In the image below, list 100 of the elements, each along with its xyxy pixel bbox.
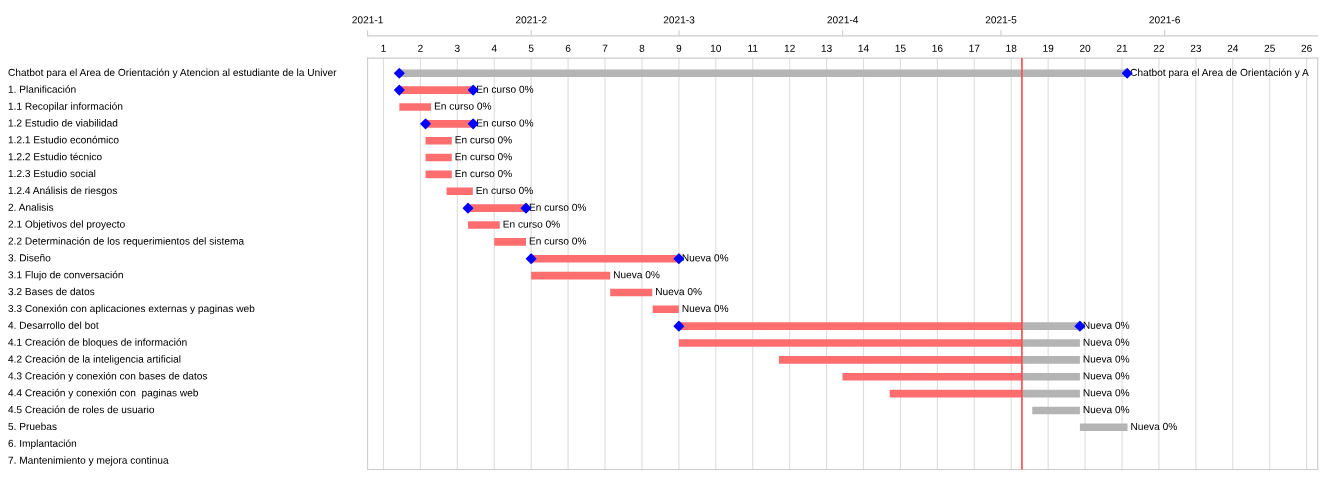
x-tick-label: 25 — [1264, 44, 1275, 52]
bar — [778, 356, 1022, 364]
data-label: Nueva 0% — [682, 254, 729, 262]
x-tick-label: 19 — [1043, 44, 1054, 52]
x2-tick-label: 2021-3 — [663, 16, 695, 24]
y-tick-label: 3.2 Bases de datos — [8, 287, 95, 296]
y-tick-label: 2.1 Objetivos del proyecto — [8, 220, 125, 230]
x-tick-label: 20 — [1079, 44, 1091, 52]
x-tick-label: 6 — [565, 44, 571, 52]
bar — [468, 221, 500, 229]
x2-tick-label: 2021-1 — [352, 16, 383, 24]
bar — [531, 254, 679, 263]
data-label: En curso 0% — [434, 102, 492, 110]
x-tick-label: 2 — [418, 44, 423, 52]
bar — [425, 136, 452, 145]
y-tick-label: 2. Analisis — [8, 203, 54, 211]
x-tick-label: 8 — [639, 44, 645, 52]
x-tick-label: 24 — [1227, 44, 1239, 52]
bar — [842, 372, 1022, 381]
bar — [425, 170, 452, 179]
x2-tick-label: 2021-6 — [1149, 16, 1180, 24]
x-tick-label: 10 — [710, 44, 722, 52]
y-tick-label: 3.3 Conexión con aplicaciones externas y paginas web — [8, 304, 255, 315]
x-tick-label: 16 — [932, 44, 943, 52]
y-tick-label: 4.1 Creación de bloques de información — [8, 338, 187, 348]
y-tick-label: 4.4 Creación y conexión con paginas web — [8, 388, 199, 399]
x-tick-label: 15 — [895, 44, 906, 52]
y-tick-label: 1.2.2 Estudio técnico — [8, 152, 102, 161]
data-label: Chatbot para el Area de Orientación y A — [1130, 68, 1309, 79]
data-label: Nueva 0% — [613, 271, 660, 279]
bar — [1032, 406, 1080, 415]
x-tick-label: 21 — [1116, 44, 1128, 52]
y-tick-label: 1.2.1 Estudio económico — [8, 135, 119, 144]
y-tick-label: 1. Planificación — [8, 85, 76, 93]
bar — [494, 238, 526, 246]
x-tick-label: 18 — [1006, 44, 1017, 52]
data-label: En curso 0% — [476, 186, 533, 194]
data-label: Nueva 0% — [1083, 389, 1130, 397]
y-tick-label: 1.2.3 Estudio social — [8, 169, 96, 178]
data-label: En curso 0% — [455, 153, 512, 161]
data-label: En curso 0% — [476, 119, 534, 127]
bar — [889, 389, 1022, 398]
x2-tick-label: 2021-5 — [985, 16, 1017, 24]
y-tick-label: 6. Implantación — [8, 439, 77, 449]
data-label: Nueva 0% — [682, 304, 729, 313]
x-tick-label: 13 — [821, 44, 832, 52]
data-label: En curso 0% — [529, 237, 587, 245]
x-tick-label: 5 — [528, 44, 534, 52]
y-tick-label: 5. Pruebas — [8, 422, 57, 431]
data-label: En curso 0% — [476, 85, 534, 93]
data-label: Nueva 0% — [656, 287, 702, 296]
y-tick-label: 1.2.4 Análisis de riesgos — [8, 186, 117, 197]
x-tick-label: 26 — [1301, 44, 1312, 52]
data-label: En curso 0% — [503, 220, 560, 228]
bar — [1021, 322, 1080, 330]
data-label: En curso 0% — [455, 169, 512, 178]
bar — [1021, 372, 1080, 381]
bar — [1021, 339, 1080, 347]
bar — [399, 103, 432, 111]
x-tick-label: 1 — [381, 44, 386, 52]
y-tick-label: 3.1 Flujo de conversación — [8, 270, 123, 281]
data-label: Nueva 0% — [1083, 372, 1130, 380]
x2-tick-label: 2021-4 — [827, 16, 859, 24]
y-tick-label: 7. Mantenimiento y mejora continua — [8, 456, 169, 466]
data-label: Nueva 0% — [1083, 321, 1130, 329]
bar — [531, 271, 611, 280]
bar — [678, 339, 1022, 347]
data-label: Nueva 0% — [1083, 338, 1130, 346]
bar — [678, 322, 1022, 330]
y-tick-label: 3. Diseño — [8, 254, 51, 262]
y-tick-label: 4.5 Creación de roles de usuario — [8, 405, 155, 414]
bar — [652, 305, 679, 314]
x-tick-label: 4 — [491, 44, 497, 52]
y-tick-label: 4. Desarrollo del bot — [8, 321, 99, 329]
x-tick-label: 3 — [454, 44, 460, 52]
y-tick-label: 2.2 Determinación de los requerimientos del sistema — [8, 237, 245, 247]
bar — [610, 288, 653, 297]
data-label: Nueva 0% — [1131, 422, 1177, 431]
x-tick-label: 9 — [676, 44, 682, 52]
data-label: Nueva 0% — [1083, 355, 1130, 363]
y-tick-label: Chatbot para el Area de Orientación y Atencion al estudiante de la Univer — [8, 68, 337, 79]
y-tick-label: 4.2 Creación de la inteligencia artificial — [8, 355, 181, 365]
bar — [1079, 423, 1128, 432]
bar — [1021, 389, 1080, 398]
x-tick-label: 23 — [1190, 44, 1202, 52]
x-tick-label: 7 — [602, 44, 608, 52]
bar — [399, 69, 1128, 78]
x-tick-label: 22 — [1153, 44, 1165, 52]
bar — [1021, 356, 1080, 364]
data-label: Nueva 0% — [1083, 406, 1130, 414]
bar — [446, 187, 473, 196]
x2-tick-label: 2021-2 — [515, 16, 547, 24]
x-tick-label: 12 — [784, 44, 795, 52]
y-tick-label: 4.3 Creación y conexión con bases de datos — [8, 371, 208, 382]
x-tick-label: 17 — [969, 44, 980, 52]
y-tick-label: 1.1 Recopilar información — [8, 102, 123, 112]
x-tick-label: 14 — [858, 44, 869, 52]
data-label: En curso 0% — [529, 203, 587, 211]
data-label: En curso 0% — [455, 136, 512, 144]
x-tick-label: 11 — [748, 44, 758, 52]
